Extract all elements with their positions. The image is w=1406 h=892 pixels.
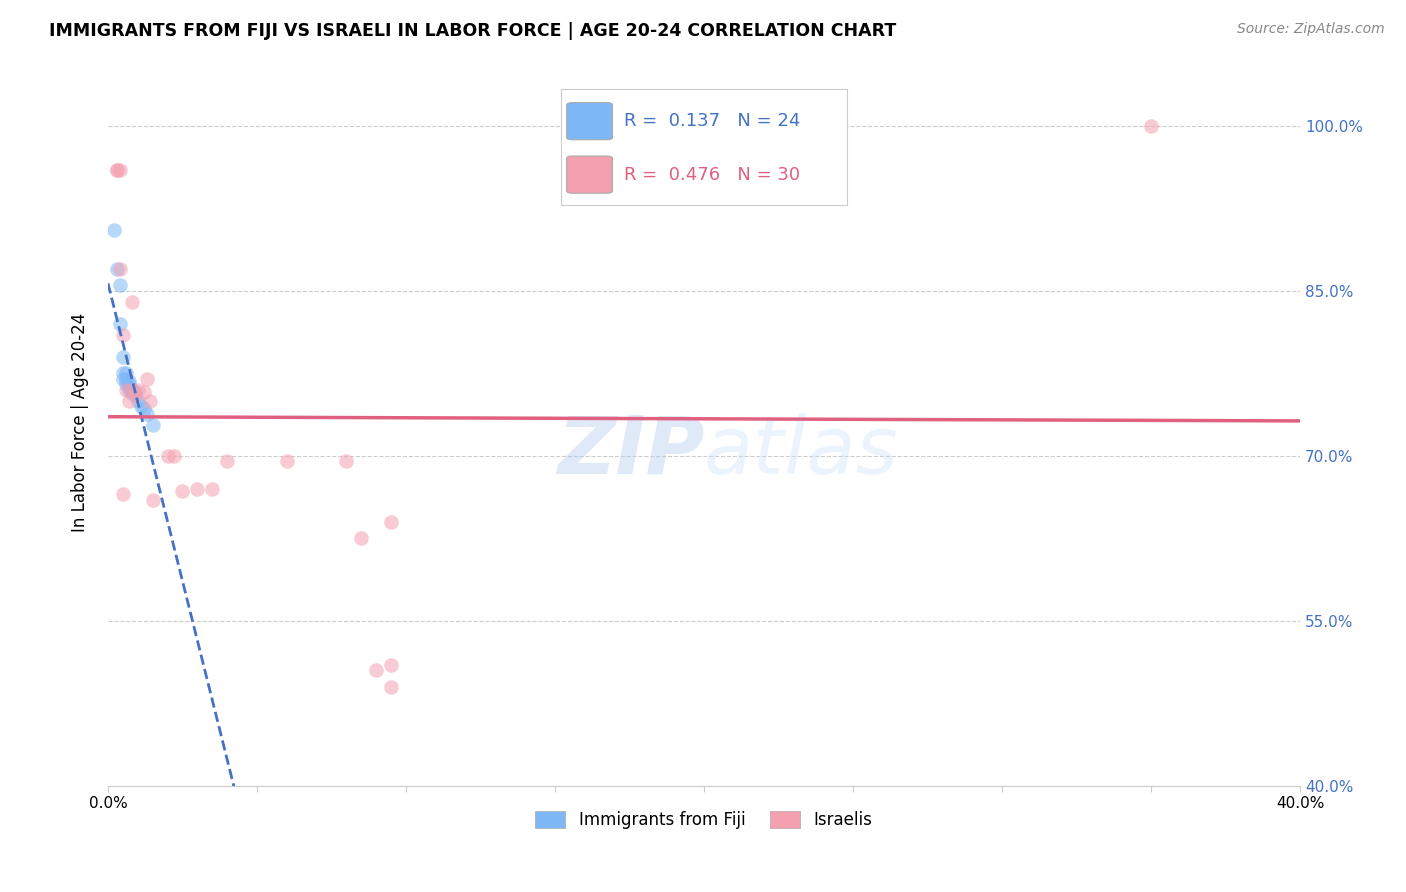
Point	[380, 657, 402, 672]
Point	[366, 663, 388, 677]
Point	[105, 261, 128, 276]
Point	[111, 327, 134, 342]
Point	[108, 278, 131, 293]
Point	[121, 383, 143, 397]
Point	[350, 531, 373, 545]
Point	[121, 386, 143, 401]
Point	[111, 487, 134, 501]
Point	[276, 454, 298, 468]
Point	[127, 393, 149, 408]
Point	[111, 366, 134, 380]
Point	[121, 294, 143, 309]
Point	[115, 372, 138, 386]
Point	[201, 482, 224, 496]
Point	[121, 383, 143, 397]
Point	[142, 492, 165, 507]
Point	[132, 384, 155, 399]
Point	[129, 399, 152, 413]
Point	[380, 515, 402, 529]
Point	[132, 402, 155, 417]
Point	[138, 393, 160, 408]
Point	[135, 372, 157, 386]
Point	[156, 449, 179, 463]
Point	[172, 483, 194, 498]
Text: atlas: atlas	[704, 413, 898, 491]
Point	[127, 383, 149, 397]
Point	[124, 384, 146, 399]
Point	[1140, 119, 1163, 133]
Point	[115, 377, 138, 392]
Point	[217, 454, 239, 468]
Point	[105, 162, 128, 177]
Point	[111, 372, 134, 386]
Point	[124, 388, 146, 402]
Text: Source: ZipAtlas.com: Source: ZipAtlas.com	[1237, 22, 1385, 37]
Point	[118, 383, 141, 397]
Point	[135, 407, 157, 421]
Text: IMMIGRANTS FROM FIJI VS ISRAELI IN LABOR FORCE | AGE 20-24 CORRELATION CHART: IMMIGRANTS FROM FIJI VS ISRAELI IN LABOR…	[49, 22, 897, 40]
Text: ZIP: ZIP	[557, 413, 704, 491]
Point	[186, 482, 208, 496]
Point	[118, 377, 141, 392]
Point	[108, 162, 131, 177]
Point	[108, 317, 131, 331]
Point	[115, 366, 138, 380]
Point	[118, 374, 141, 388]
Point	[105, 162, 128, 177]
Point	[121, 383, 143, 397]
Point	[335, 454, 357, 468]
Point	[118, 380, 141, 394]
Point	[142, 417, 165, 432]
Point	[162, 449, 184, 463]
Point	[115, 383, 138, 397]
Point	[111, 350, 134, 364]
Legend: Immigrants from Fiji, Israelis: Immigrants from Fiji, Israelis	[529, 804, 879, 836]
Point	[103, 223, 125, 237]
Point	[108, 261, 131, 276]
Point	[124, 388, 146, 402]
Point	[118, 393, 141, 408]
Y-axis label: In Labor Force | Age 20-24: In Labor Force | Age 20-24	[72, 313, 89, 533]
Point	[380, 680, 402, 694]
